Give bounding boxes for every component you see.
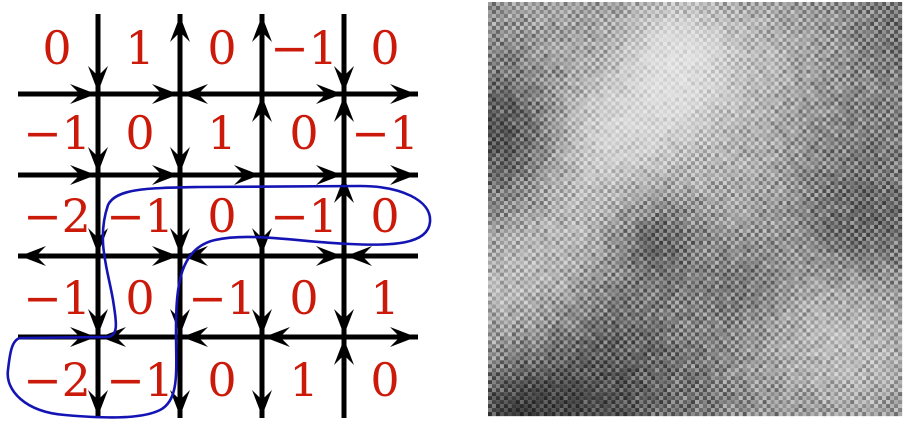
v-arrowhead-2-3 bbox=[252, 309, 272, 335]
height-label: 0 bbox=[370, 189, 399, 243]
v-arrowhead-0-0 bbox=[88, 66, 108, 92]
v-arrowhead-3-4 bbox=[334, 339, 354, 365]
v-arrowhead-3-1 bbox=[334, 96, 354, 122]
v-arrowhead-2-1 bbox=[252, 96, 272, 122]
height-label: 0 bbox=[207, 189, 236, 243]
v-arrowhead-3-3 bbox=[334, 309, 354, 335]
v-arrowhead-0-1 bbox=[88, 147, 108, 173]
height-label: 0 bbox=[289, 106, 318, 160]
lattice-arrowheads bbox=[20, 16, 416, 416]
height-label: 0 bbox=[207, 353, 236, 407]
height-label: 1 bbox=[207, 106, 236, 160]
v-arrowhead-1-2 bbox=[170, 228, 190, 254]
height-label: −1 bbox=[23, 106, 91, 160]
h-arrowhead-0-3 bbox=[316, 84, 342, 104]
height-label: 0 bbox=[370, 21, 399, 75]
height-label: −2 bbox=[23, 189, 91, 243]
h-arrowhead-0-1 bbox=[152, 84, 178, 104]
h-arrowhead-0-0 bbox=[70, 84, 96, 104]
h-arrowhead-2-2 bbox=[182, 246, 208, 266]
h-arrowhead-3-1 bbox=[100, 327, 126, 347]
level-contour-loop bbox=[6, 184, 432, 419]
h-arrowhead-1-2 bbox=[234, 165, 260, 185]
height-label: 0 bbox=[289, 271, 318, 325]
h-arrowhead-1-0 bbox=[70, 165, 96, 185]
height-field-texture bbox=[488, 2, 903, 417]
h-arrowhead-0-4 bbox=[390, 84, 416, 104]
height-label: 1 bbox=[125, 21, 154, 75]
height-label: −1 bbox=[23, 271, 91, 325]
h-arrowhead-3-4 bbox=[390, 327, 416, 347]
v-arrowhead-1-4 bbox=[170, 390, 190, 416]
h-arrowhead-0-2 bbox=[182, 84, 208, 104]
h-arrowhead-1-4 bbox=[390, 165, 416, 185]
height-label: −1 bbox=[270, 189, 338, 243]
height-label: −1 bbox=[188, 271, 256, 325]
v-arrowhead-1-0 bbox=[170, 16, 190, 42]
h-arrowhead-3-2 bbox=[182, 327, 208, 347]
h-arrowhead-2-0 bbox=[20, 246, 46, 266]
v-arrowhead-3-2 bbox=[334, 177, 354, 203]
height-labels: 0 1 0 −1 0−1 0 1 0 −1−2 −1 0 −1 0−1 0 −1 0 1−2 −1 0 1 0 bbox=[23, 21, 419, 407]
arrow-lattice-panel: 0 1 0 −1 0−1 0 1 0 −1−2 −1 0 −1 0−1 0 −1 0 1−2 −1 0 1 0 bbox=[6, 14, 432, 419]
h-arrowhead-1-3 bbox=[316, 165, 342, 185]
v-arrowhead-0-4 bbox=[88, 390, 108, 416]
height-label: −2 bbox=[23, 353, 91, 407]
v-arrowhead-1-1 bbox=[170, 147, 190, 173]
height-label: 0 bbox=[125, 106, 154, 160]
height-field-texture-panel bbox=[488, 2, 903, 417]
h-arrowhead-2-4 bbox=[346, 246, 372, 266]
height-label: 0 bbox=[370, 353, 399, 407]
h-arrowhead-3-3 bbox=[264, 327, 290, 347]
height-label: 0 bbox=[125, 271, 154, 325]
v-arrowhead-0-3 bbox=[88, 309, 108, 335]
height-label: −1 bbox=[351, 106, 419, 160]
h-arrowhead-2-3 bbox=[316, 246, 342, 266]
h-arrowhead-1-1 bbox=[152, 165, 178, 185]
height-label: 0 bbox=[42, 21, 71, 75]
height-label: −1 bbox=[106, 189, 174, 243]
v-arrowhead-2-4 bbox=[252, 390, 272, 416]
h-arrowhead-2-1 bbox=[152, 246, 178, 266]
height-label: 0 bbox=[207, 21, 236, 75]
height-label: −1 bbox=[106, 353, 174, 407]
v-arrowhead-2-0 bbox=[252, 16, 272, 42]
height-label: 1 bbox=[370, 271, 399, 325]
v-arrowhead-2-2 bbox=[252, 228, 272, 254]
v-arrowhead-3-0 bbox=[334, 66, 354, 92]
height-label: −1 bbox=[270, 21, 338, 75]
height-label: 1 bbox=[289, 353, 318, 407]
